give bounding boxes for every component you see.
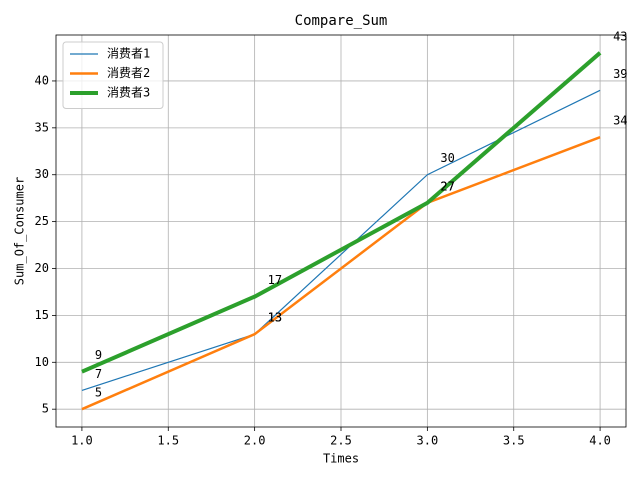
x-tick-label: 2.5 [330,434,352,448]
series-line [81,136,601,411]
legend: 消费者1 消费者2 消费者3 [62,41,164,109]
series-line [81,51,602,374]
data-label: 30 [440,151,454,165]
x-tick-label: 2.0 [244,434,266,448]
y-tick-label: 10 [35,355,49,369]
x-tick-label: 3.5 [503,434,525,448]
y-axis-label: Sum_Of_Consumer [13,177,27,285]
data-label: 39 [613,67,627,81]
data-label: 34 [613,114,627,128]
data-label: 5 [95,386,102,400]
data-label: 27 [440,179,454,193]
y-tick-label: 20 [35,261,49,275]
legend-label: 消费者1 [107,47,150,61]
data-label: 13 [268,311,282,325]
x-tick-label: 4.0 [589,434,611,448]
data-label: 17 [268,273,282,287]
x-tick-label: 1.0 [71,434,93,448]
x-tick-label: 3.0 [417,434,439,448]
data-label: 43 [613,29,627,43]
axes-frame [55,34,627,428]
y-tick-label: 30 [35,167,49,181]
data-label: 7 [95,367,102,381]
y-tick-label: 35 [35,120,49,134]
legend-label: 消费者2 [107,66,150,80]
y-tick-label: 40 [35,73,49,87]
data-label: 27 [440,179,454,193]
legend-label: 消费者3 [107,86,150,100]
data-label: 9 [95,348,102,362]
y-tick-label: 25 [35,214,49,228]
chart-title: Compare_Sum [295,13,388,29]
y-tick-label: 5 [42,402,49,416]
series-line [81,89,601,391]
x-tick-label: 1.5 [157,434,179,448]
x-axis-label: Times [323,452,359,466]
y-tick-label: 15 [35,308,49,322]
data-label: 13 [268,311,282,325]
